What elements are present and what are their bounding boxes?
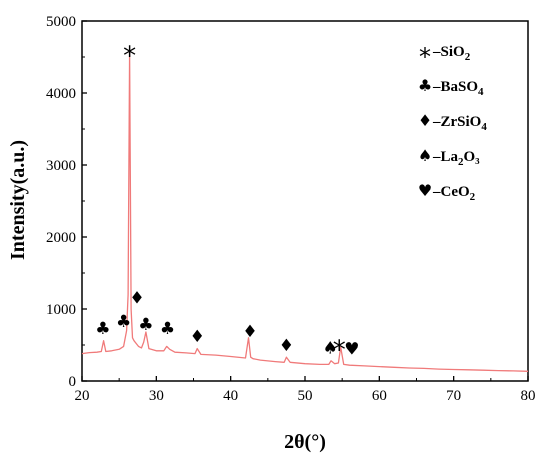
x-tick-label: 50 <box>298 388 313 404</box>
peak-marker: ♥ <box>344 339 359 359</box>
peak-marker: ♣ <box>160 319 175 339</box>
y-tick-label: 1000 <box>46 302 76 318</box>
peak-marker: * <box>333 335 346 365</box>
y-axis-ticks: 0 1000 2000 3000 4000 5000 <box>46 14 87 390</box>
x-tick-label: 20 <box>75 388 90 404</box>
peak-marker: * <box>123 42 136 72</box>
x-tick-label: 30 <box>149 388 164 404</box>
y-tick-label: 2000 <box>46 230 76 246</box>
legend-label: –La2O₃ <box>432 149 480 168</box>
series-line-0 <box>81 52 529 372</box>
peak-markers: *♣ ♣♦♣ ♣ ♦ ♦♦ ♠*♥ <box>95 42 359 366</box>
legend-symbol: ♣ <box>418 76 432 95</box>
y-tick-label: 5000 <box>46 14 76 30</box>
legend-label: –CeO2 <box>432 184 476 203</box>
peak-marker: ♣ <box>138 315 153 335</box>
legend-symbol: ♦ <box>418 111 432 130</box>
legend: * –SiO2♣ –BaSO4♦ –ZrSiO4♠ –La2O₃♥ –CeO2 <box>418 43 488 203</box>
legend-symbol: * <box>419 43 431 71</box>
peak-marker: ♦ <box>190 327 205 347</box>
legend-label: –SiO2 <box>432 44 471 63</box>
y-tick-label: 4000 <box>46 86 76 102</box>
y-tick-label: 3000 <box>46 158 76 174</box>
legend-label: –BaSO4 <box>432 79 484 98</box>
peak-marker: ♦ <box>279 336 294 356</box>
x-tick-label: 40 <box>223 388 238 404</box>
peak-marker: ♦ <box>129 288 144 308</box>
legend-symbol: ♠ <box>418 146 432 165</box>
y-tick-label: 0 <box>69 374 77 390</box>
legend-symbol: ♥ <box>418 181 432 200</box>
y-axis-title: Intensity(a.u.) <box>7 140 29 260</box>
legend-label: –ZrSiO4 <box>432 114 487 133</box>
peak-marker: ♣ <box>116 312 131 332</box>
x-tick-label: 80 <box>521 388 536 404</box>
peak-marker: ♠ <box>323 339 338 359</box>
x-tick-label: 60 <box>372 388 387 404</box>
x-axis-title: 2θ(°) <box>284 431 326 453</box>
peak-marker: ♣ <box>95 319 110 339</box>
x-tick-label: 70 <box>446 388 461 404</box>
peak-marker: ♦ <box>242 322 257 342</box>
x-axis-ticks: 20 30 40 50 60 70 80 <box>75 376 536 404</box>
